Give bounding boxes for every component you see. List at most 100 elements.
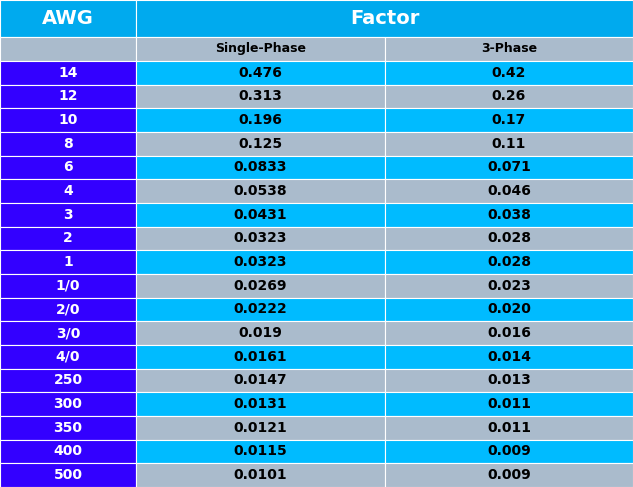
Text: Factor: Factor bbox=[350, 9, 419, 28]
Bar bbox=[136, 37, 385, 61]
Text: 0.0161: 0.0161 bbox=[234, 350, 287, 364]
Bar bbox=[136, 250, 385, 274]
Text: 0.0323: 0.0323 bbox=[234, 231, 287, 245]
Text: 6: 6 bbox=[63, 160, 73, 174]
Text: 0.028: 0.028 bbox=[487, 255, 531, 269]
Text: 0.019: 0.019 bbox=[239, 326, 282, 340]
Bar bbox=[0, 416, 136, 440]
Text: 2/0: 2/0 bbox=[56, 302, 80, 317]
Text: 250: 250 bbox=[53, 374, 83, 388]
Bar bbox=[136, 345, 385, 369]
Bar bbox=[385, 345, 633, 369]
Bar bbox=[136, 369, 385, 393]
Bar bbox=[0, 463, 136, 487]
Bar bbox=[0, 274, 136, 298]
Bar bbox=[136, 226, 385, 250]
Bar bbox=[0, 321, 136, 345]
Bar bbox=[136, 132, 385, 155]
Bar bbox=[385, 274, 633, 298]
Bar bbox=[385, 108, 633, 132]
Bar bbox=[136, 416, 385, 440]
Bar bbox=[136, 393, 385, 416]
Bar bbox=[136, 463, 385, 487]
Bar bbox=[0, 226, 136, 250]
Text: 0.196: 0.196 bbox=[239, 113, 282, 127]
Text: 8: 8 bbox=[63, 137, 73, 151]
Text: 0.028: 0.028 bbox=[487, 231, 531, 245]
Text: 0.046: 0.046 bbox=[487, 184, 531, 198]
Text: 4/0: 4/0 bbox=[56, 350, 80, 364]
Bar bbox=[385, 250, 633, 274]
Bar bbox=[0, 250, 136, 274]
Text: 0.42: 0.42 bbox=[492, 66, 526, 80]
Bar bbox=[0, 132, 136, 155]
Text: 1/0: 1/0 bbox=[56, 279, 80, 293]
Text: 0.11: 0.11 bbox=[492, 137, 526, 151]
Text: 0.476: 0.476 bbox=[239, 66, 282, 80]
Bar bbox=[385, 369, 633, 393]
Bar bbox=[136, 321, 385, 345]
Text: 0.0323: 0.0323 bbox=[234, 255, 287, 269]
Text: 0.011: 0.011 bbox=[487, 397, 531, 411]
Bar bbox=[0, 155, 136, 179]
Bar bbox=[385, 155, 633, 179]
Text: AWG: AWG bbox=[42, 9, 94, 28]
Text: 350: 350 bbox=[54, 421, 82, 435]
Bar bbox=[385, 61, 633, 85]
Bar bbox=[385, 393, 633, 416]
Text: 0.17: 0.17 bbox=[492, 113, 526, 127]
Text: 0.0131: 0.0131 bbox=[234, 397, 287, 411]
Text: 1: 1 bbox=[63, 255, 73, 269]
Bar bbox=[385, 203, 633, 226]
Bar bbox=[0, 345, 136, 369]
Bar bbox=[385, 416, 633, 440]
Text: 0.009: 0.009 bbox=[487, 468, 531, 482]
Text: 0.0269: 0.0269 bbox=[234, 279, 287, 293]
Bar bbox=[136, 0, 633, 37]
Bar bbox=[385, 321, 633, 345]
Text: 0.009: 0.009 bbox=[487, 445, 531, 458]
Bar bbox=[385, 463, 633, 487]
Text: 300: 300 bbox=[54, 397, 82, 411]
Text: 4: 4 bbox=[63, 184, 73, 198]
Text: 0.313: 0.313 bbox=[239, 90, 282, 103]
Text: 0.0222: 0.0222 bbox=[234, 302, 287, 317]
Bar bbox=[385, 85, 633, 108]
Bar bbox=[0, 179, 136, 203]
Text: 0.020: 0.020 bbox=[487, 302, 531, 317]
Text: Single-Phase: Single-Phase bbox=[215, 42, 306, 55]
Text: 0.038: 0.038 bbox=[487, 208, 531, 222]
Bar bbox=[136, 298, 385, 321]
Text: 0.011: 0.011 bbox=[487, 421, 531, 435]
Text: 14: 14 bbox=[58, 66, 78, 80]
Text: 0.014: 0.014 bbox=[487, 350, 531, 364]
Text: 0.0538: 0.0538 bbox=[234, 184, 287, 198]
Bar bbox=[136, 179, 385, 203]
Text: 0.0115: 0.0115 bbox=[234, 445, 287, 458]
Bar bbox=[0, 0, 136, 37]
Bar bbox=[136, 108, 385, 132]
Text: 3: 3 bbox=[63, 208, 73, 222]
Bar bbox=[136, 274, 385, 298]
Bar bbox=[385, 37, 633, 61]
Bar bbox=[385, 179, 633, 203]
Bar bbox=[385, 132, 633, 155]
Bar bbox=[0, 203, 136, 226]
Text: 500: 500 bbox=[54, 468, 82, 482]
Bar bbox=[136, 85, 385, 108]
Bar bbox=[136, 203, 385, 226]
Bar bbox=[385, 226, 633, 250]
Text: 0.071: 0.071 bbox=[487, 160, 531, 174]
Text: 0.26: 0.26 bbox=[492, 90, 526, 103]
Bar bbox=[385, 440, 633, 463]
Text: 0.013: 0.013 bbox=[487, 374, 531, 388]
Text: 0.0147: 0.0147 bbox=[234, 374, 287, 388]
Text: 0.0431: 0.0431 bbox=[234, 208, 287, 222]
Bar bbox=[0, 61, 136, 85]
Bar bbox=[0, 108, 136, 132]
Text: 0.0121: 0.0121 bbox=[234, 421, 287, 435]
Text: 0.125: 0.125 bbox=[239, 137, 282, 151]
Bar bbox=[136, 61, 385, 85]
Text: 3-Phase: 3-Phase bbox=[481, 42, 537, 55]
Bar bbox=[136, 155, 385, 179]
